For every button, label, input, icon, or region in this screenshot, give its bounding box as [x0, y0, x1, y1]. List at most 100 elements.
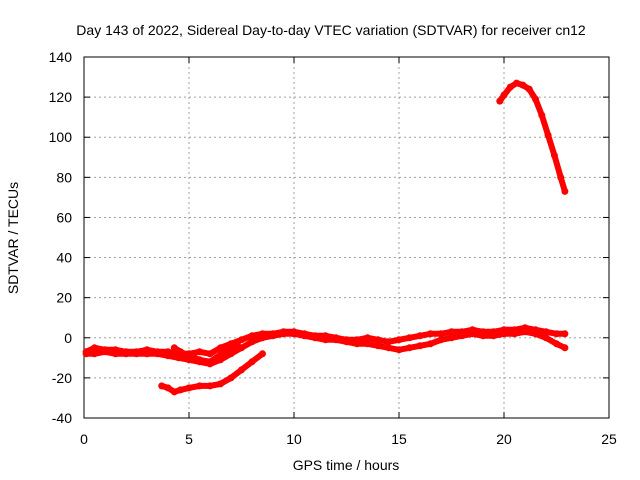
data-point [206, 358, 214, 366]
y-tick-label: 120 [49, 89, 73, 105]
data-point [259, 334, 266, 342]
data-point [437, 330, 445, 338]
data-point [238, 366, 245, 374]
data-point [406, 334, 413, 342]
data-point [101, 348, 109, 356]
data-point [385, 338, 392, 346]
data-point [143, 350, 151, 358]
data-point [233, 340, 241, 348]
data-point [374, 342, 382, 350]
data-point [542, 328, 550, 336]
data-point [269, 332, 277, 340]
data-point [290, 330, 298, 338]
data-point [177, 348, 185, 356]
x-tick-label: 5 [185, 431, 193, 447]
data-point [496, 97, 504, 105]
data-point [175, 354, 182, 362]
data-point [177, 386, 185, 394]
x-axis-ticks: 0 5 10 15 20 25 [80, 57, 617, 447]
y-tick-label: 80 [56, 169, 72, 185]
data-point [416, 342, 424, 350]
data-point [458, 332, 466, 340]
data-point [395, 336, 403, 344]
y-tick-label: 60 [56, 209, 72, 225]
data-point [561, 187, 569, 195]
y-tick-label: -20 [52, 370, 72, 386]
chart-title: Day 143 of 2022, Sidereal Day-to-day VTE… [76, 22, 586, 38]
y-axis-ticks: -40 -20 0 20 40 60 80 100 120 140 [49, 49, 609, 426]
x-tick-label: 10 [286, 431, 302, 447]
data-point [506, 83, 514, 91]
data-point [91, 344, 98, 352]
data-point [395, 346, 403, 354]
data-point [364, 334, 371, 342]
data-point [206, 350, 214, 358]
x-tick-label: 25 [601, 431, 617, 447]
data-point [154, 350, 161, 358]
data-point [448, 334, 455, 342]
data-point [280, 330, 287, 338]
data-point [196, 382, 203, 390]
data-point [223, 346, 231, 354]
data-point [170, 344, 178, 352]
data-point [561, 344, 569, 352]
data-point [364, 340, 371, 348]
x-tick-label: 15 [391, 431, 407, 447]
data-point [511, 330, 518, 338]
data-point [164, 384, 172, 392]
data-point [206, 382, 214, 390]
data-point [332, 336, 340, 344]
data-point [112, 350, 119, 358]
data-point [416, 332, 424, 340]
data-point [490, 332, 497, 340]
data-point [122, 350, 130, 358]
x-tick-label: 20 [496, 431, 512, 447]
data-point [532, 95, 539, 103]
data-point [525, 85, 533, 93]
data-point [196, 348, 203, 356]
y-tick-label: 20 [56, 290, 72, 306]
data-point [227, 374, 235, 382]
data-point [542, 334, 550, 342]
data-point [427, 330, 434, 338]
data-point [158, 382, 166, 390]
data-point [538, 111, 546, 119]
data-point [479, 332, 487, 340]
x-tick-label: 0 [80, 431, 88, 447]
data-point [164, 352, 172, 360]
series-low-arc [158, 350, 266, 396]
data-point [532, 330, 539, 338]
data-point [91, 350, 98, 358]
y-tick-label: 100 [49, 129, 73, 145]
data-point [544, 131, 552, 139]
data-point [553, 330, 560, 338]
data-point [406, 344, 413, 352]
data-point [217, 380, 224, 388]
data-point [322, 336, 329, 344]
data-point [500, 330, 508, 338]
data-point [500, 91, 508, 99]
series-dip-arc [170, 340, 241, 366]
data-point [519, 81, 527, 89]
plot-frame [83, 56, 610, 419]
data-point [185, 352, 193, 360]
data-point [374, 336, 382, 344]
data-point [557, 173, 565, 181]
data-point [259, 350, 266, 358]
data-point [343, 338, 350, 346]
data-point [437, 336, 445, 344]
data-point [521, 328, 529, 336]
data-point [427, 340, 434, 348]
data-point [311, 334, 319, 342]
y-tick-label: 140 [49, 49, 73, 65]
data-point [248, 332, 256, 340]
x-axis-label: GPS time / hours [293, 457, 400, 473]
data-point [196, 356, 203, 364]
data-point [553, 340, 560, 348]
data-point [212, 354, 220, 362]
y-axis-label: SDTVAR / TECUs [5, 182, 21, 294]
data-point [248, 358, 256, 366]
data-point [469, 330, 476, 338]
data-point [353, 340, 361, 348]
